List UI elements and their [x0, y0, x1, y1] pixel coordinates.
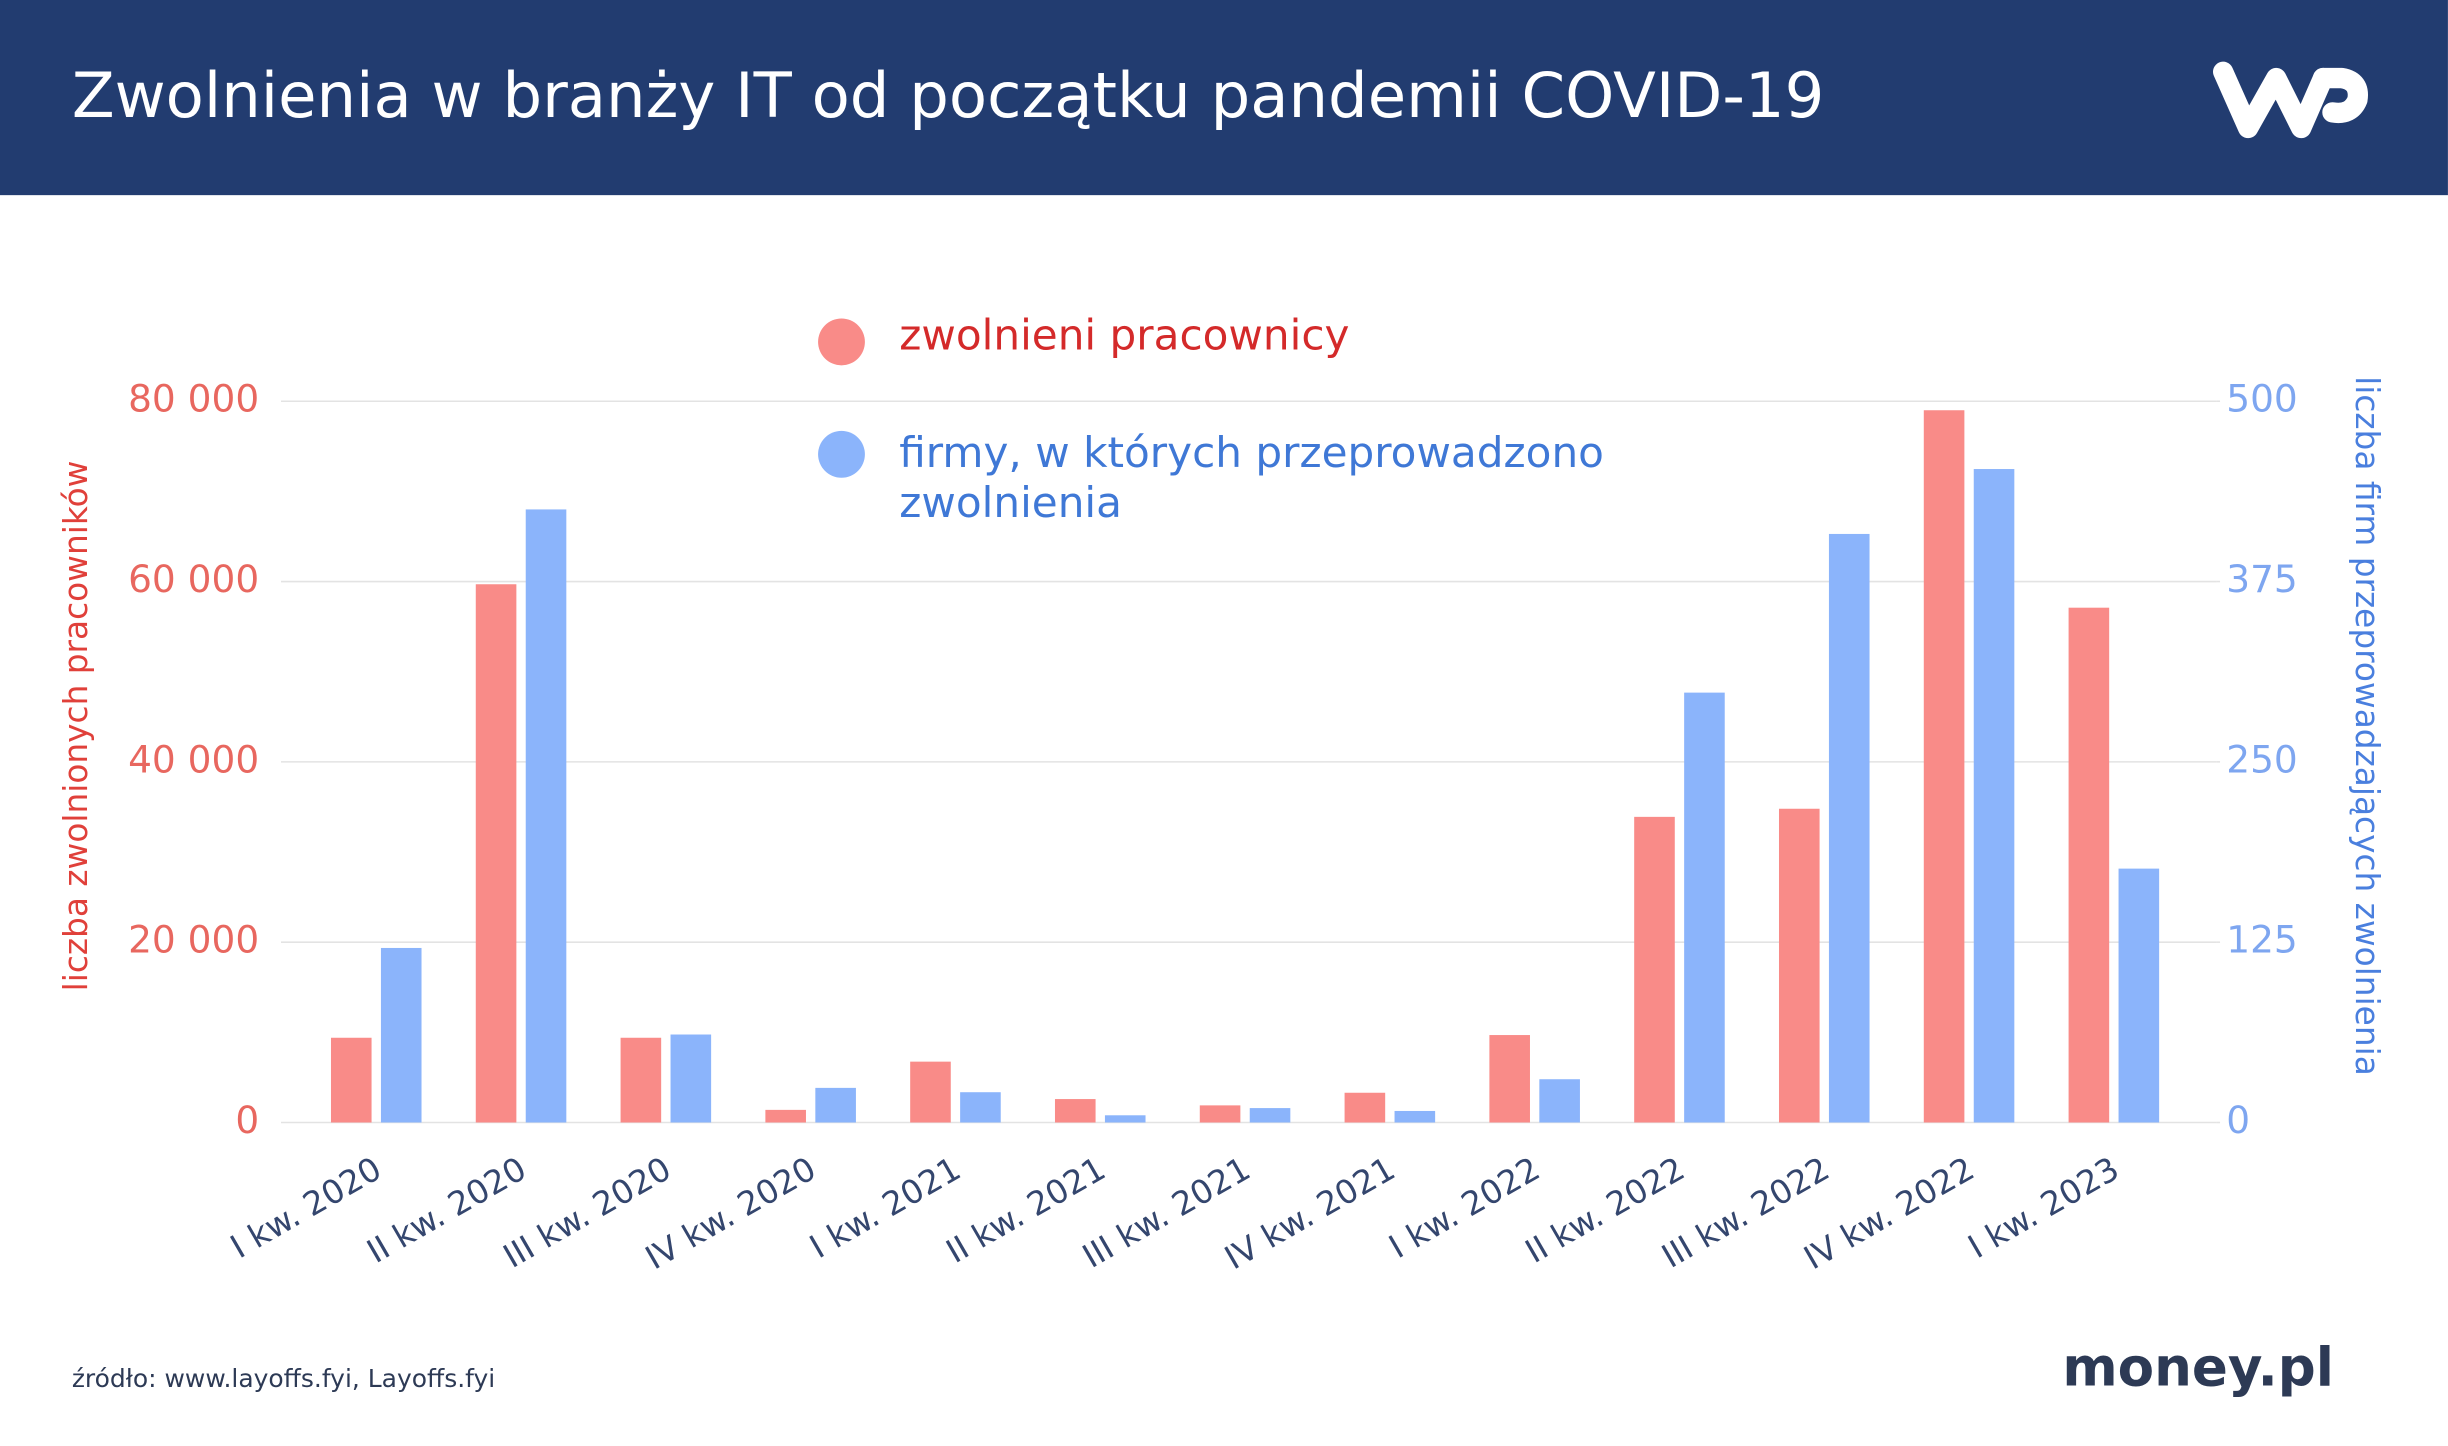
- title: Zwolnienia w branży IT od początku pande…: [72, 59, 1825, 132]
- bar: [1199, 1105, 1241, 1123]
- bar: [2068, 607, 2110, 1123]
- bar: [1489, 1035, 1530, 1123]
- bar: [670, 1034, 712, 1123]
- y-tick-label: 0: [235, 1098, 259, 1142]
- y2-tick-label: 125: [2226, 918, 2298, 962]
- x-tick-label: I kw. 2020: [224, 1150, 388, 1266]
- y-tick-label: 40 000: [128, 737, 259, 781]
- bar: [1344, 1092, 1386, 1123]
- bar: [2118, 868, 2160, 1123]
- bar: [1828, 533, 1870, 1123]
- legend-label: firmy, w których przeprowadzono zwolnien…: [899, 429, 1604, 528]
- y-tick-label: 60 000: [128, 557, 259, 601]
- legend-marker: [818, 318, 865, 366]
- y2-tick-label: 250: [2226, 737, 2298, 781]
- bar: [1778, 808, 1820, 1123]
- y-tick-label: 20 000: [128, 918, 259, 962]
- bar: [1054, 1099, 1096, 1123]
- bar: [1104, 1115, 1146, 1123]
- y-axis-title: liczba zwolnionych pracowników: [57, 461, 95, 992]
- bar: [1923, 410, 1965, 1123]
- legend-label: zwolnieni pracownicy: [899, 312, 1350, 361]
- header-band: [0, 0, 2448, 196]
- bar: [525, 509, 567, 1123]
- bar: [815, 1087, 856, 1123]
- bar: [330, 1037, 372, 1123]
- x-tick-label: I kw. 2022: [1383, 1150, 1547, 1266]
- x-tick-label: I kw. 2021: [803, 1150, 967, 1266]
- legend-marker: [818, 430, 865, 478]
- bar: [475, 584, 517, 1123]
- bar: [620, 1037, 662, 1123]
- y-tick-label: 80 000: [128, 377, 259, 421]
- source: źródło: www.layoffs.fyi, Layoffs.fyi: [72, 1364, 495, 1393]
- bar: [1684, 692, 1725, 1123]
- y2-tick-label: 500: [2226, 377, 2298, 421]
- x-tick-label: I kw. 2023: [1962, 1150, 2126, 1266]
- bar: [1634, 816, 1675, 1123]
- wp-logo: [2213, 61, 2368, 139]
- y2-tick-label: 375: [2226, 557, 2298, 601]
- y2-axis-title: liczba firm przeprowadzających zwolnieni…: [2348, 376, 2386, 1076]
- bar: [960, 1092, 1001, 1123]
- brand: money.pl: [2062, 1336, 2334, 1398]
- bar: [765, 1109, 806, 1123]
- bar: [910, 1061, 951, 1123]
- bar: [1539, 1079, 1580, 1123]
- bar: [1973, 469, 2015, 1123]
- bar: [380, 947, 422, 1123]
- bar: [1249, 1108, 1291, 1123]
- y2-tick-label: 0: [2226, 1098, 2250, 1142]
- bar: [1394, 1110, 1436, 1123]
